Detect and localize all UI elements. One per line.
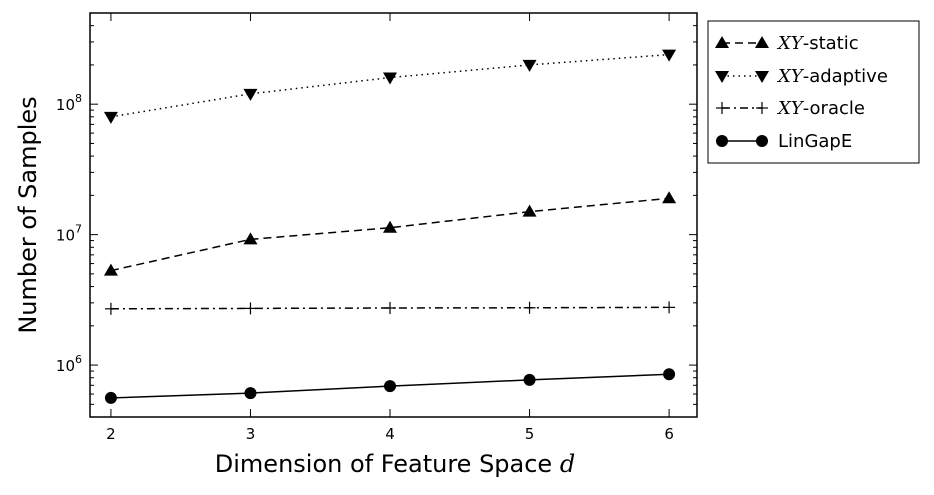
legend-marker xyxy=(715,36,729,48)
legend-label: XY-oracle xyxy=(776,98,865,119)
data-point xyxy=(662,191,677,204)
legend-marker xyxy=(715,71,729,83)
x-tick-label: 5 xyxy=(525,425,535,443)
data-point xyxy=(523,301,536,314)
x-tick-label: 3 xyxy=(246,425,256,443)
data-point xyxy=(522,59,537,72)
data-point xyxy=(522,204,537,217)
legend-label: LinGapE xyxy=(778,131,852,152)
data-point xyxy=(244,302,257,315)
plot-frame xyxy=(89,12,698,418)
x-axis-title-text: Dimension of Feature Space xyxy=(215,450,552,478)
x-axis: 2 3 4 5 6 xyxy=(106,13,674,443)
y-axis: 106 107 108 xyxy=(56,12,697,418)
data-point xyxy=(384,380,397,393)
data-point xyxy=(104,302,117,315)
data-point xyxy=(663,368,676,381)
x-tick-label: 4 xyxy=(385,425,395,443)
legend-marker xyxy=(756,135,768,147)
data-point xyxy=(662,49,677,62)
x-axis-title-var: d xyxy=(560,450,575,478)
data-point xyxy=(383,220,398,233)
data-point xyxy=(103,111,118,124)
data-point xyxy=(384,301,397,314)
data-point xyxy=(383,72,398,85)
legend-label: XY-adaptive xyxy=(776,66,888,87)
legend-box xyxy=(707,20,920,164)
x-tick-label: 2 xyxy=(106,425,116,443)
x-tick-label: 6 xyxy=(664,425,674,443)
data-point xyxy=(103,263,118,276)
legend-marker xyxy=(716,135,728,147)
series-layer xyxy=(103,49,677,404)
y-tick-label: 106 xyxy=(56,353,82,375)
legend-marker xyxy=(755,71,769,83)
legend-marker xyxy=(716,102,728,114)
data-point xyxy=(663,301,676,314)
data-point xyxy=(523,373,536,386)
series-line-0 xyxy=(110,197,670,272)
data-point xyxy=(243,232,258,245)
y-axis-title: Number of Samples xyxy=(14,96,42,333)
legend-marker xyxy=(756,102,768,114)
x-axis-title: Dimension of Feature Space d xyxy=(215,450,575,478)
y-tick-label: 108 xyxy=(56,92,82,114)
series-line-2 xyxy=(110,306,670,310)
legend-marker xyxy=(755,36,769,48)
legend-label: XY-static xyxy=(776,33,859,54)
data-point xyxy=(104,391,117,404)
y-tick-label: 107 xyxy=(56,223,82,245)
data-point xyxy=(244,387,257,400)
data-point xyxy=(243,88,258,101)
legend: XY-static XY-adaptive XY-oracle LinGapE xyxy=(707,20,920,164)
